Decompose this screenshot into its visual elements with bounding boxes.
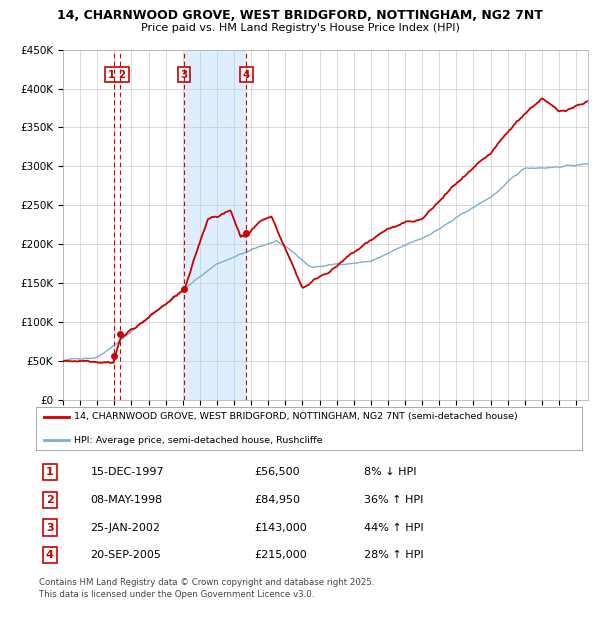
Text: 4: 4: [242, 69, 250, 79]
Text: 3: 3: [180, 69, 188, 79]
Bar: [184, 50, 247, 400]
Text: 28% ↑ HPI: 28% ↑ HPI: [364, 551, 423, 560]
Text: 20-SEP-2005: 20-SEP-2005: [91, 551, 161, 560]
Text: Price paid vs. HM Land Registry's House Price Index (HPI): Price paid vs. HM Land Registry's House …: [140, 23, 460, 33]
Text: 08-MAY-1998: 08-MAY-1998: [91, 495, 163, 505]
Text: 25-JAN-2002: 25-JAN-2002: [91, 523, 161, 533]
Text: 3: 3: [46, 523, 53, 533]
Text: This data is licensed under the Open Government Licence v3.0.: This data is licensed under the Open Gov…: [39, 590, 314, 600]
Text: 36% ↑ HPI: 36% ↑ HPI: [364, 495, 423, 505]
Text: HPI: Average price, semi-detached house, Rushcliffe: HPI: Average price, semi-detached house,…: [74, 436, 323, 445]
Text: Contains HM Land Registry data © Crown copyright and database right 2025.: Contains HM Land Registry data © Crown c…: [39, 578, 374, 587]
Text: 8% ↓ HPI: 8% ↓ HPI: [364, 467, 416, 477]
Text: £84,950: £84,950: [254, 495, 301, 505]
Text: £215,000: £215,000: [254, 551, 307, 560]
Text: £143,000: £143,000: [254, 523, 307, 533]
Text: 1 2: 1 2: [108, 69, 126, 79]
Text: 15-DEC-1997: 15-DEC-1997: [91, 467, 164, 477]
Text: 1: 1: [46, 467, 53, 477]
Text: 44% ↑ HPI: 44% ↑ HPI: [364, 523, 423, 533]
Text: £56,500: £56,500: [254, 467, 300, 477]
Text: 14, CHARNWOOD GROVE, WEST BRIDGFORD, NOTTINGHAM, NG2 7NT (semi-detached house): 14, CHARNWOOD GROVE, WEST BRIDGFORD, NOT…: [74, 412, 518, 421]
Text: 2: 2: [46, 495, 53, 505]
Text: 4: 4: [46, 551, 53, 560]
Text: 14, CHARNWOOD GROVE, WEST BRIDGFORD, NOTTINGHAM, NG2 7NT: 14, CHARNWOOD GROVE, WEST BRIDGFORD, NOT…: [57, 9, 543, 22]
